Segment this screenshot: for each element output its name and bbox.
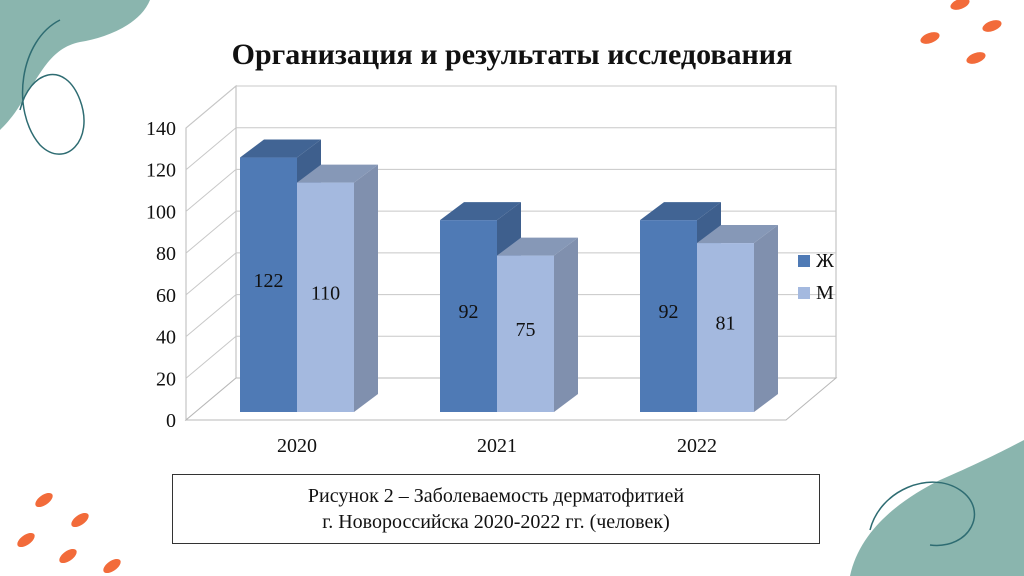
gridline (185, 85, 836, 129)
teal-loop-top-left (19, 19, 85, 155)
chart-gridlines (185, 85, 836, 379)
data-label: 75 (516, 319, 536, 341)
orange-dots-bottom-left (17, 492, 121, 574)
y-tick-label: 140 (146, 118, 176, 140)
data-label: 81 (716, 313, 736, 335)
y-tick-label: 40 (156, 327, 176, 349)
x-tick-label: 2022 (677, 435, 717, 457)
bar-top (697, 225, 778, 244)
teal-loop-bottom-right (869, 481, 976, 547)
bar (497, 255, 554, 412)
bar (640, 220, 697, 412)
x-tick-label: 2021 (477, 435, 517, 457)
bar (697, 243, 754, 412)
bar-side (754, 225, 778, 412)
data-label: 92 (459, 301, 479, 323)
caption-line-2: г. Новороссийска 2020-2022 гг. (человек) (322, 511, 670, 533)
slide-title: Организация и результаты исследования (231, 38, 793, 71)
bar-top (640, 202, 721, 221)
data-label: 110 (311, 282, 340, 304)
chart-bars: 122 110 92 75 92 81 (240, 139, 778, 413)
teal-blob-bottom-right (850, 440, 1024, 576)
bar-side (354, 164, 378, 412)
caption-line-1: Рисунок 2 – Заболеваемость дерматофитией (307, 485, 685, 507)
gridline (185, 335, 836, 379)
legend-label: Ж (816, 250, 834, 272)
gridline (185, 127, 836, 171)
bar-top (440, 202, 521, 221)
bar-top (297, 164, 378, 183)
bar (240, 157, 297, 412)
chart-legend: ЖМ (798, 250, 834, 304)
y-tick-label: 120 (146, 160, 176, 182)
bar-top (497, 237, 578, 256)
y-tick-label: 0 (166, 410, 176, 432)
data-label: 122 (254, 270, 284, 292)
bar (297, 182, 354, 412)
y-axis-ticks: 0 20 40 60 80 100 120 140 (146, 118, 176, 432)
bar-side (554, 237, 578, 412)
bar (440, 220, 497, 412)
gridline (185, 252, 836, 296)
bar-top (240, 139, 321, 158)
data-label: 92 (659, 301, 679, 323)
legend-label: М (816, 282, 834, 304)
gridline (185, 168, 836, 212)
legend-swatch (798, 255, 810, 267)
y-tick-label: 20 (156, 368, 176, 390)
legend-swatch (798, 287, 810, 299)
side-wall (185, 84, 237, 422)
y-tick-label: 100 (146, 201, 176, 223)
gridline (185, 294, 836, 337)
y-tick-label: 60 (156, 285, 176, 307)
y-tick-label: 80 (156, 243, 176, 265)
x-tick-label: 2020 (277, 435, 317, 457)
gridline (185, 210, 836, 254)
figure-caption: Рисунок 2 – Заболеваемость дерматофитией… (172, 474, 820, 544)
x-axis-ticks: 2020 2021 2022 (277, 435, 717, 457)
orange-dots-top-right (920, 0, 1002, 64)
teal-blob-top-left (0, 0, 150, 130)
